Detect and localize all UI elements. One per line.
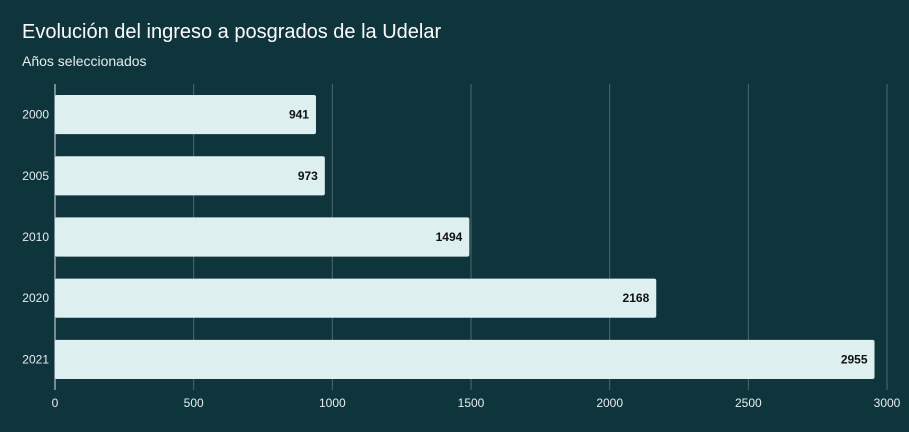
bar [55,278,657,318]
chart-subtitle: Años seleccionados [22,53,147,69]
x-tick-label: 2000 [596,396,623,410]
y-tick-label: 2000 [22,108,49,122]
x-tick-label: 500 [184,396,204,410]
x-tick-label: 3000 [874,396,901,410]
y-tick-label: 2021 [22,352,49,366]
data-label: 941 [289,108,309,122]
x-tick-label: 1000 [319,396,346,410]
bar [55,156,325,196]
data-label: 1494 [436,230,463,244]
y-tick-label: 2020 [22,291,49,305]
bar [55,95,316,135]
x-tick-label: 2500 [735,396,762,410]
y-tick-label: 2010 [22,230,49,244]
x-tick-label: 1500 [458,396,485,410]
chart-title: Evolución del ingreso a posgrados de la … [22,21,442,43]
bar [55,339,875,379]
x-tick-label: 0 [52,396,59,410]
y-tick-label: 2005 [22,169,49,183]
bar [55,217,470,257]
data-label: 973 [298,169,318,183]
data-label: 2168 [623,291,650,305]
data-label: 2955 [841,352,868,366]
